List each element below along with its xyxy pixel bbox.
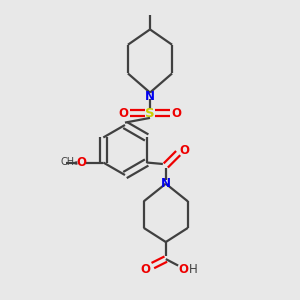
Text: N: N <box>145 90 155 103</box>
Text: H: H <box>188 263 197 276</box>
Text: O: O <box>140 263 150 276</box>
Text: O: O <box>178 263 188 276</box>
Text: O: O <box>179 144 189 157</box>
Text: N: N <box>161 177 171 190</box>
Text: S: S <box>145 107 155 120</box>
Text: O: O <box>172 107 182 120</box>
Text: CH₃: CH₃ <box>61 157 79 167</box>
Text: O: O <box>118 107 128 120</box>
Text: O: O <box>76 156 86 169</box>
